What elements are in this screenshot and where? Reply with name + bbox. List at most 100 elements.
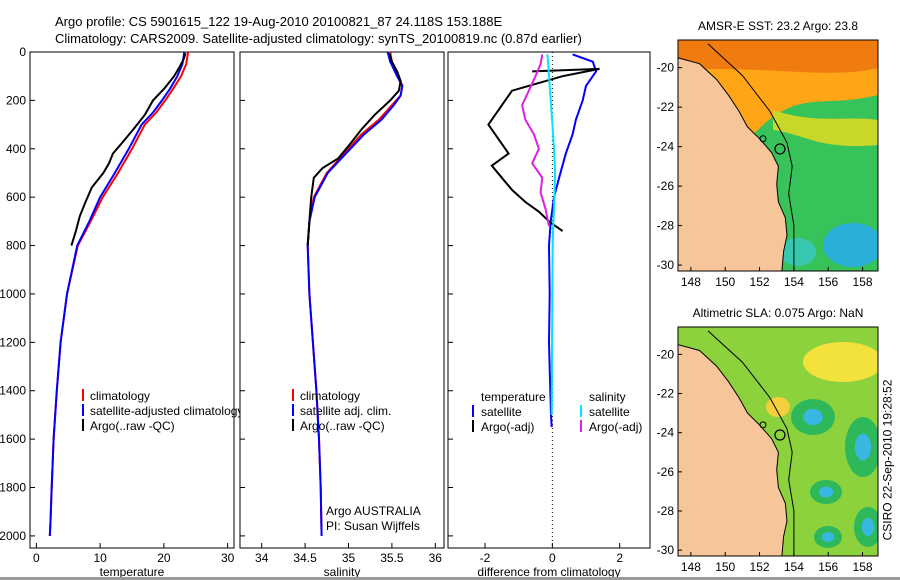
lat-tick-label: -20	[657, 61, 675, 75]
y-tick-label: 800	[6, 239, 26, 253]
temperature-x-axis-label: temperature	[100, 565, 165, 579]
lon-tick-label: 150	[715, 275, 735, 289]
legend-entry: Argo(..raw -QC)	[300, 419, 385, 433]
legend-entry: Argo(..raw -QC)	[90, 419, 175, 433]
legend-entry: Argo(-adj)	[589, 420, 642, 434]
legend-entry: satellite adj. clim.	[300, 404, 391, 418]
series-line-argo---raw--qc-	[306, 52, 402, 246]
sst-map: 148 150 152 154 156 158 -20 -22 -24 -26 -28 -30 AMSR…	[657, 19, 879, 289]
header-line-2: Climatology: CARS2009. Satellite-adjuste…	[55, 31, 582, 46]
lat-tick-label: -26	[657, 179, 675, 193]
series-line-argo--adj-	[487, 67, 600, 232]
y-tick-label: 1800	[0, 481, 26, 495]
x-tick-label: 2	[616, 551, 623, 565]
reef-marker	[759, 135, 767, 143]
temperature-panel: 0 200 400 600 800 1000 1200 1400 1600 1800 2000 0 10…	[0, 45, 243, 579]
y-tick-label: 400	[6, 142, 26, 156]
y-tick-label: 1600	[0, 432, 26, 446]
sla-map-frame	[677, 326, 879, 557]
lat-tick-label: -30	[657, 543, 675, 557]
lon-tick-label: 150	[715, 560, 735, 574]
legend-entry: climatology	[90, 389, 150, 403]
series-line-satellite	[547, 53, 598, 428]
salinity-axes-frame	[239, 51, 445, 549]
lon-tick-label: 148	[681, 275, 701, 289]
series-line-argo--adj-	[521, 54, 550, 227]
lon-tick-label: 148	[681, 560, 701, 574]
land-mass	[678, 344, 788, 556]
legend-entry: satellite	[589, 405, 630, 419]
lon-tick-label: 158	[853, 275, 873, 289]
lat-tick-label: -30	[657, 258, 675, 272]
x-tick-label: 30	[221, 551, 235, 565]
anomaly-core	[821, 532, 835, 542]
y-tick-label: 600	[6, 190, 26, 204]
sla-map-field	[678, 327, 878, 556]
y-tick-label: 200	[6, 93, 26, 107]
x-tick-label: 20	[157, 551, 171, 565]
pi-label: PI: Susan Wijffels	[326, 519, 420, 533]
cool-patch	[823, 223, 878, 267]
lat-tick-label: -24	[657, 140, 675, 154]
land-mass	[678, 57, 788, 271]
anomaly-core	[854, 433, 872, 461]
series-line-satellite-adjusted-climatology	[48, 51, 186, 536]
anomaly-core	[818, 486, 834, 498]
sla-map: 148 150 152 154 156 158 -20 -22 -24 -26 -28 -30 Alti…	[657, 306, 879, 574]
lon-tick-label: 158	[853, 560, 873, 574]
lat-tick-label: -22	[657, 100, 675, 114]
series-line-satellite	[546, 54, 557, 415]
sst-map-field	[678, 40, 878, 271]
header-line-1: Argo profile: CS 5901615_122 19-Aug-2010…	[55, 14, 503, 29]
y-tick-label: 1000	[0, 287, 26, 301]
legend-entry: Argo(-adj)	[481, 420, 534, 434]
lon-tick-label: 152	[750, 275, 770, 289]
sst-map-frame	[677, 39, 879, 272]
reef-marker	[759, 421, 767, 429]
window-bottom-edge	[0, 577, 900, 580]
legend-group-title: salinity	[589, 390, 626, 404]
legend-entry: satellite-adjusted climatology	[90, 404, 243, 418]
sla-map-title: Altimetric SLA: 0.075 Argo: NaN	[693, 306, 864, 320]
legend-group-title: temperature	[481, 390, 546, 404]
salinity-x-axis-label: salinity	[324, 565, 361, 579]
sst-map-title: AMSR-E SST: 23.2 Argo: 23.8	[698, 19, 858, 33]
y-tick-label: 2000	[0, 529, 26, 543]
legend-entry: climatology	[300, 389, 360, 403]
anomaly-high	[766, 397, 790, 417]
x-tick-label: 35.5	[380, 551, 404, 565]
anomaly-core	[861, 518, 875, 536]
profile-location-marker	[774, 429, 786, 441]
lat-tick-label: -26	[657, 465, 675, 479]
cool-patch	[780, 238, 816, 266]
profile-location-marker	[774, 143, 786, 155]
y-tick-label: 1400	[0, 384, 26, 398]
credit-label: CSIRO 22-Sep-2010 19:28:52	[880, 379, 895, 541]
x-tick-label: 36	[429, 551, 443, 565]
series-line-satellite-adj--clim-	[306, 51, 404, 536]
x-tick-label: 34.5	[293, 551, 317, 565]
shelf-contour	[707, 43, 795, 271]
x-tick-label: 10	[93, 551, 107, 565]
hot-band	[678, 40, 878, 73]
temperature-axes-frame	[29, 51, 235, 549]
lat-tick-label: -28	[657, 504, 675, 518]
agency-label: Argo AUSTRALIA	[326, 504, 421, 518]
x-tick-label: 0	[549, 551, 556, 565]
lon-tick-label: 154	[784, 560, 804, 574]
mid-band	[773, 110, 878, 147]
lat-tick-label: -28	[657, 219, 675, 233]
series-line-argo---raw--qc-	[70, 52, 187, 246]
y-tick-label: 0	[19, 45, 26, 59]
shelf-contour	[707, 330, 795, 556]
x-tick-label: -2	[480, 551, 491, 565]
lat-tick-label: -24	[657, 426, 675, 440]
lon-tick-label: 156	[818, 275, 838, 289]
x-tick-label: 35	[342, 551, 356, 565]
y-tick-label: 1200	[0, 335, 26, 349]
legend-entry: satellite	[481, 405, 522, 419]
lat-tick-label: -22	[657, 387, 675, 401]
lon-tick-label: 156	[818, 560, 838, 574]
lon-tick-label: 154	[784, 275, 804, 289]
